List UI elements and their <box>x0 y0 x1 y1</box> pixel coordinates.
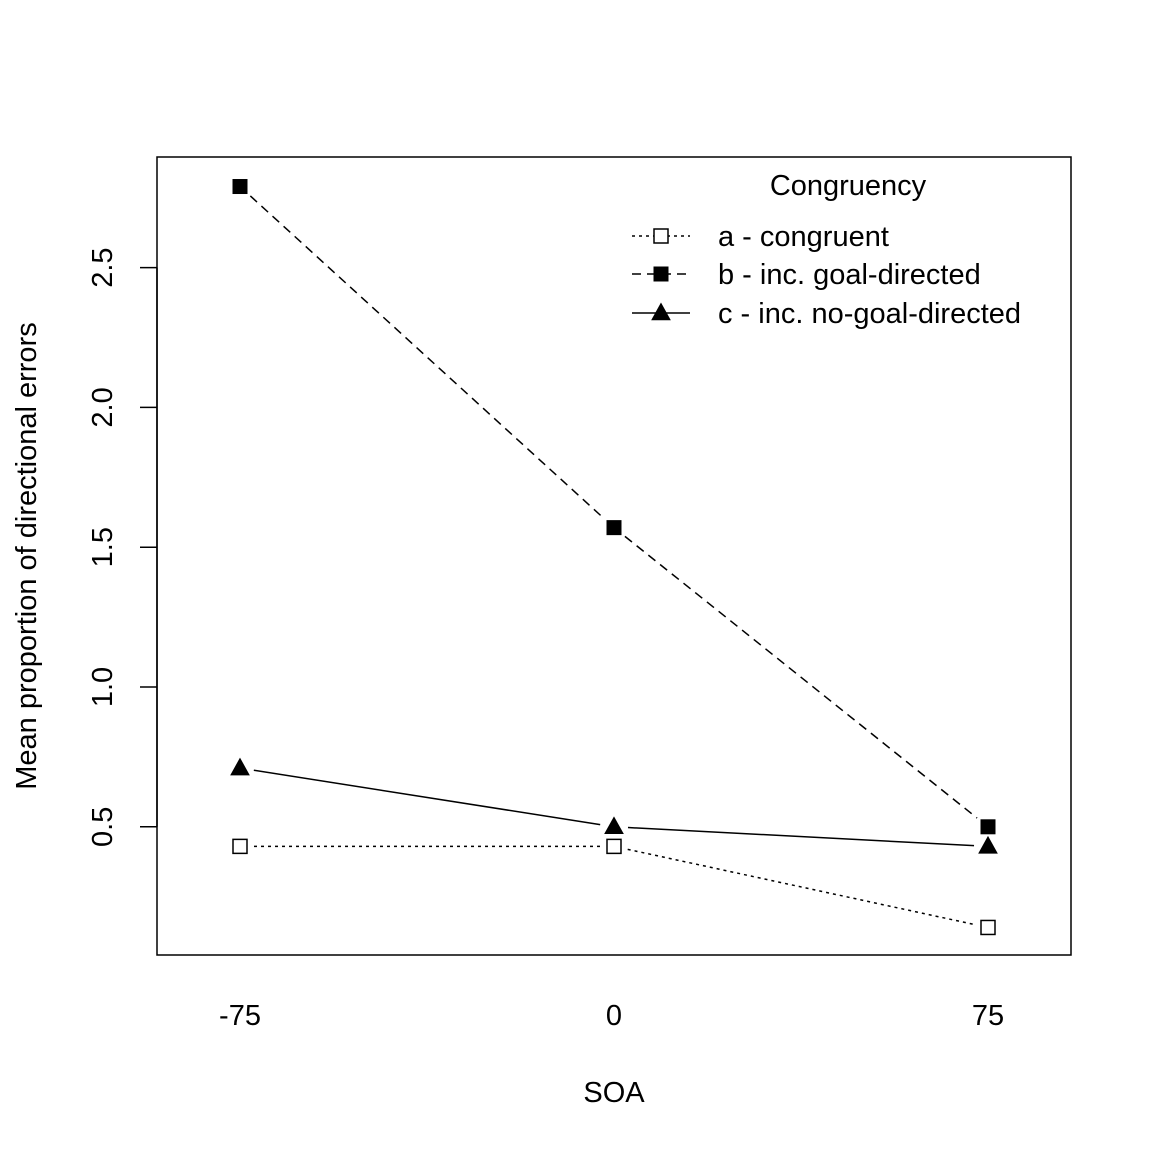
legend-entry-2: b - inc. goal-directed <box>632 259 981 291</box>
legend-title: Congruency <box>770 170 927 202</box>
y-axis: 0.5 1.0 1.5 2.0 2.5 <box>87 247 158 847</box>
x-axis-label: SOA <box>583 1077 645 1109</box>
y-tick-label: 2.0 <box>87 387 119 427</box>
data-point-filled-triangle <box>604 816 624 835</box>
series-3 <box>230 757 998 854</box>
series-line-segment <box>624 535 978 819</box>
y-tick-label: 2.5 <box>87 247 119 287</box>
data-point-open-square <box>232 838 248 855</box>
legend-label: c - inc. no-goal-directed <box>718 298 1021 330</box>
data-point-open-square <box>653 228 669 244</box>
data-point-filled-square <box>653 266 669 282</box>
x-tick-label: 75 <box>972 1000 1004 1032</box>
x-tick-label: -75 <box>219 1000 261 1032</box>
series-line-segment <box>627 826 975 847</box>
y-tick-label: 1.5 <box>87 527 119 567</box>
y-tick-label: 1.0 <box>87 667 119 707</box>
legend-label: b - inc. goal-directed <box>718 259 981 291</box>
series-layer <box>230 179 998 936</box>
data-point-filled-triangle <box>230 757 250 776</box>
series-line-segment <box>253 769 601 826</box>
data-point-open-square <box>980 919 996 936</box>
data-point-filled-triangle <box>978 835 998 854</box>
series-line-segment <box>249 195 605 519</box>
legend-label: a - congruent <box>718 221 889 253</box>
series-2 <box>232 179 996 835</box>
data-point-open-square <box>606 838 622 855</box>
y-axis-label: Mean proportion of directional errors <box>11 322 43 789</box>
x-tick-label: 0 <box>606 1000 622 1032</box>
legend-entry-1: a - congruent <box>632 221 889 253</box>
data-point-filled-triangle <box>651 302 671 321</box>
series-1 <box>232 838 996 936</box>
legend-entry-3: c - inc. no-goal-directed <box>632 298 1021 330</box>
legend: Congruency a - congruent b - inc. goal-di… <box>632 170 1021 330</box>
series-line-segment <box>627 848 975 926</box>
x-axis: -75 0 75 <box>219 1000 1004 1032</box>
data-point-filled-square <box>232 179 248 195</box>
data-point-filled-square <box>980 819 996 835</box>
y-tick-label: 0.5 <box>87 807 119 847</box>
data-point-filled-square <box>606 520 622 536</box>
